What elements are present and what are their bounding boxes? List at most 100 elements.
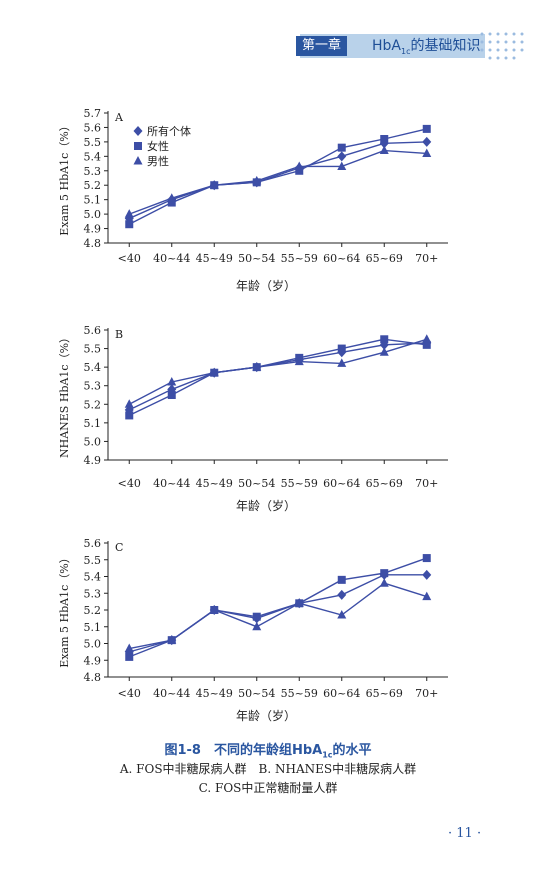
data-point-diamond [422, 136, 432, 147]
data-point-triangle [337, 161, 347, 170]
series-line-diamond [128, 141, 427, 220]
x-tick-label: <40 [118, 687, 141, 700]
x-tick-label: 50~54 [238, 252, 275, 265]
data-point-square [125, 220, 134, 229]
data-point-square [422, 124, 431, 133]
x-tick-label: 70+ [415, 477, 438, 490]
panel-label: C [115, 541, 123, 554]
panel-label: B [115, 328, 123, 341]
data-point-triangle [124, 209, 134, 218]
chapter-title: HbA1c的基础知识 [372, 38, 481, 56]
x-axis-title: 年龄（岁） [236, 278, 296, 293]
y-tick-label: 5.6 [84, 537, 102, 550]
x-tick-label: 60~64 [323, 477, 360, 490]
data-point-triangle [167, 635, 177, 644]
data-point-triangle [379, 578, 389, 587]
y-axis-title: Exam 5 HbA1c（%） [58, 120, 71, 235]
series-line-square [128, 338, 427, 417]
y-tick-label: 5.1 [84, 621, 102, 634]
data-point-square [125, 411, 134, 420]
series-line-diamond [128, 342, 427, 411]
y-tick-label: 5.5 [84, 554, 102, 567]
x-tick-label: 40~44 [153, 687, 190, 700]
data-point-square [295, 166, 304, 175]
legend-label: 所有个体 [147, 124, 191, 138]
data-point-square [167, 198, 176, 207]
x-tick-label: 65~69 [366, 477, 403, 490]
data-point-square [422, 340, 431, 349]
data-point-triangle [379, 145, 389, 155]
legend-marker-triangle [133, 156, 143, 165]
y-tick-label: 5.5 [84, 136, 102, 149]
y-tick-label: 5.0 [84, 208, 102, 221]
series-line-triangle [129, 149, 427, 215]
data-point-triangle [167, 193, 177, 202]
y-tick-label: 5.3 [84, 165, 102, 178]
y-tick-label: 5.0 [84, 638, 102, 651]
data-point-triangle [294, 161, 304, 170]
x-tick-label: 65~69 [366, 687, 403, 700]
x-tick-label: 60~64 [323, 252, 360, 265]
data-point-triangle [252, 175, 262, 185]
data-point-diamond [337, 151, 347, 162]
x-tick-label: 45~49 [196, 477, 233, 490]
y-tick-label: 4.8 [84, 671, 102, 684]
panel-label: A [114, 111, 124, 124]
figure-1-8: 4.84.95.05.15.25.35.45.55.65.7<40 40~44 45… [58, 107, 448, 723]
y-tick-label: 5.5 [84, 343, 102, 356]
data-point-triangle [294, 598, 304, 607]
data-point-triangle [422, 591, 432, 601]
series-line-triangle [128, 338, 427, 405]
data-point-square [380, 569, 389, 578]
x-tick-label: 70+ [415, 687, 438, 700]
y-tick-label: 5.3 [84, 380, 102, 393]
data-point-triangle [252, 621, 262, 631]
figure-caption-title: 图1-8 不同的年龄组HbA1c的水平 [164, 743, 372, 760]
y-axis-title: Exam 5 HbA1c（%） [58, 552, 71, 667]
data-point-triangle [422, 148, 432, 157]
x-tick-label: 50~54 [238, 687, 275, 700]
legend-marker-diamond [133, 126, 143, 136]
legend-label: 男性 [147, 154, 169, 168]
data-point-square [337, 575, 346, 584]
y-tick-label: 5.0 [84, 435, 102, 448]
data-point-triangle [337, 610, 347, 619]
y-tick-label: 4.9 [84, 454, 102, 467]
y-tick-label: 5.2 [84, 398, 102, 411]
data-point-square [380, 135, 389, 143]
y-tick-label: 5.1 [84, 417, 102, 430]
x-tick-label: 45~49 [196, 252, 233, 265]
x-tick-label: 65~69 [366, 252, 403, 265]
x-tick-label: 55~59 [281, 687, 318, 700]
y-tick-label: 5.6 [84, 121, 102, 134]
y-tick-label: 4.9 [84, 223, 102, 236]
data-point-triangle [294, 356, 304, 366]
chart-panel-C: 4.8 4.9 5.0 5.1 5.2 5.3 5.4 5.5 5.6 <40 40~44 45~49… [58, 537, 448, 723]
legend-label: 女性 [147, 139, 169, 153]
data-point-triangle [337, 358, 347, 367]
x-tick-label: 40~44 [153, 252, 190, 265]
x-tick-label: 50~54 [238, 477, 275, 490]
x-tick-label: <40 [118, 252, 141, 265]
y-tick-label: 5.4 [84, 361, 102, 374]
y-tick-label: 5.2 [84, 604, 102, 617]
x-tick-label: 40~44 [153, 477, 190, 490]
y-tick-label: 5.3 [84, 587, 102, 600]
chapter-tag: 第一章 [296, 36, 348, 56]
x-axis-title: 年龄（岁） [236, 498, 296, 513]
data-point-square [380, 335, 389, 344]
x-tick-label: 55~59 [281, 252, 318, 265]
data-point-triangle [209, 367, 219, 377]
data-point-square [167, 391, 176, 399]
data-point-triangle [252, 362, 262, 371]
data-point-triangle [422, 334, 432, 343]
data-point-diamond [337, 589, 347, 600]
chart-panel-A: 4.84.9 5.05.1 5.25.3 5.45.5 5.65.7 <40 40~44 45… [58, 107, 448, 293]
series-line-square [128, 128, 427, 225]
x-tick-label: 60~64 [323, 687, 360, 700]
header-dot-pattern [480, 32, 524, 60]
y-tick-label: 4.8 [84, 237, 102, 250]
data-point-diamond [422, 569, 432, 580]
data-point-triangle [209, 180, 219, 189]
data-point-square [252, 612, 261, 621]
